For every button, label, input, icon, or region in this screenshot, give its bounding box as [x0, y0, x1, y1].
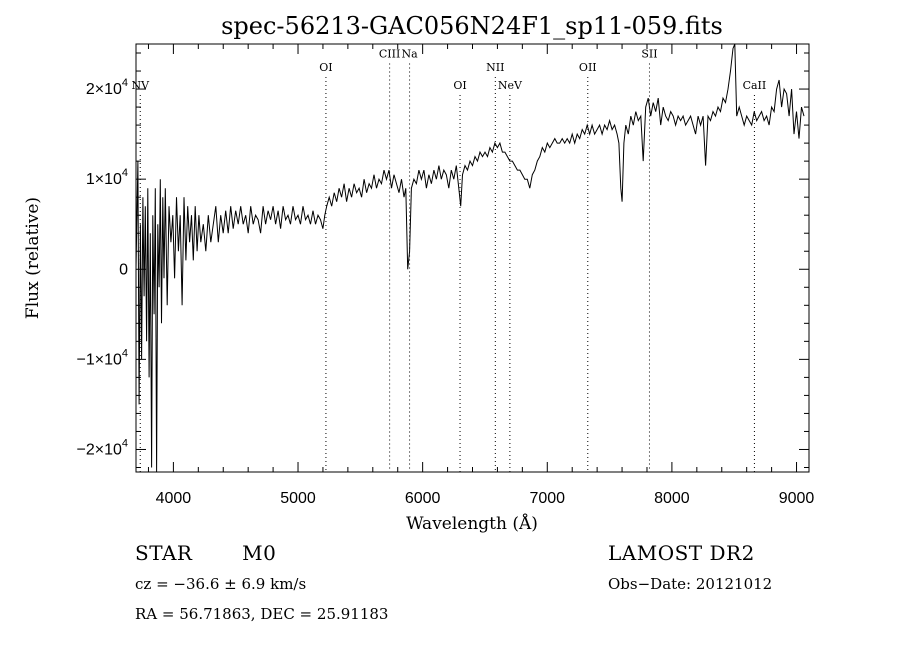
x-axis: 4000 5000 6000 7000 8000 9000	[147, 44, 815, 507]
marker-label: CaII	[743, 79, 767, 92]
y-tick-label: 1×104	[86, 167, 128, 188]
redshift-text: cz = −36.6 ± 6.9 km/s	[135, 575, 307, 593]
y-tick-label: −2×104	[76, 437, 128, 458]
x-tick-label: 4000	[156, 490, 192, 507]
object-subclass: M0	[242, 541, 277, 565]
marker-label: SII	[641, 48, 657, 61]
y-tick-exponent: 4	[122, 167, 128, 179]
object-class-label: STAR	[135, 541, 193, 565]
y-tick-exponent: 4	[122, 437, 128, 449]
marker-label: CIII	[379, 48, 400, 61]
y-tick-label: −1×104	[76, 347, 128, 368]
x-tick-label: 5000	[280, 490, 316, 507]
y-tick-exponent: 4	[122, 77, 128, 89]
x-tick-label: 8000	[654, 490, 690, 507]
x-tick-label: 7000	[529, 490, 565, 507]
y-tick-mantissa: 2×10	[86, 81, 122, 98]
y-tick-mantissa: 1×10	[86, 171, 122, 188]
marker-label: Na	[401, 48, 418, 61]
y-tick-mantissa: 0	[119, 261, 128, 278]
marker-label: NII	[486, 61, 504, 74]
y-tick-label: 0	[119, 261, 128, 278]
chart-title: spec-56213-GAC056N24F1_sp11-059.fits	[221, 12, 723, 40]
y-tick-label: 2×104	[86, 77, 128, 98]
survey-name: LAMOST DR2	[608, 541, 755, 565]
coordinates-text: RA = 56.71863, DEC = 25.91183	[135, 605, 389, 623]
y-tick-exponent: 4	[122, 347, 128, 359]
object-class: STAR M0	[135, 541, 276, 565]
marker-label: NeV	[498, 79, 523, 92]
y-tick-mantissa: −1×10	[76, 351, 121, 368]
y-tick-mantissa: −2×10	[76, 441, 121, 458]
obs-date-text: Obs−Date: 20121012	[608, 575, 773, 593]
x-tick-label: 6000	[405, 490, 441, 507]
marker-label: NV	[131, 79, 150, 92]
x-axis-label: Wavelength (Å)	[406, 513, 538, 534]
plot-frame	[135, 43, 810, 473]
marker-label: OI	[453, 79, 466, 92]
y-axis-label: Flux (relative)	[23, 197, 43, 319]
spectrum-line	[135, 43, 805, 473]
marker-label: OII	[579, 61, 597, 74]
marker-label: OI	[319, 61, 332, 74]
x-tick-label: 9000	[779, 490, 815, 507]
